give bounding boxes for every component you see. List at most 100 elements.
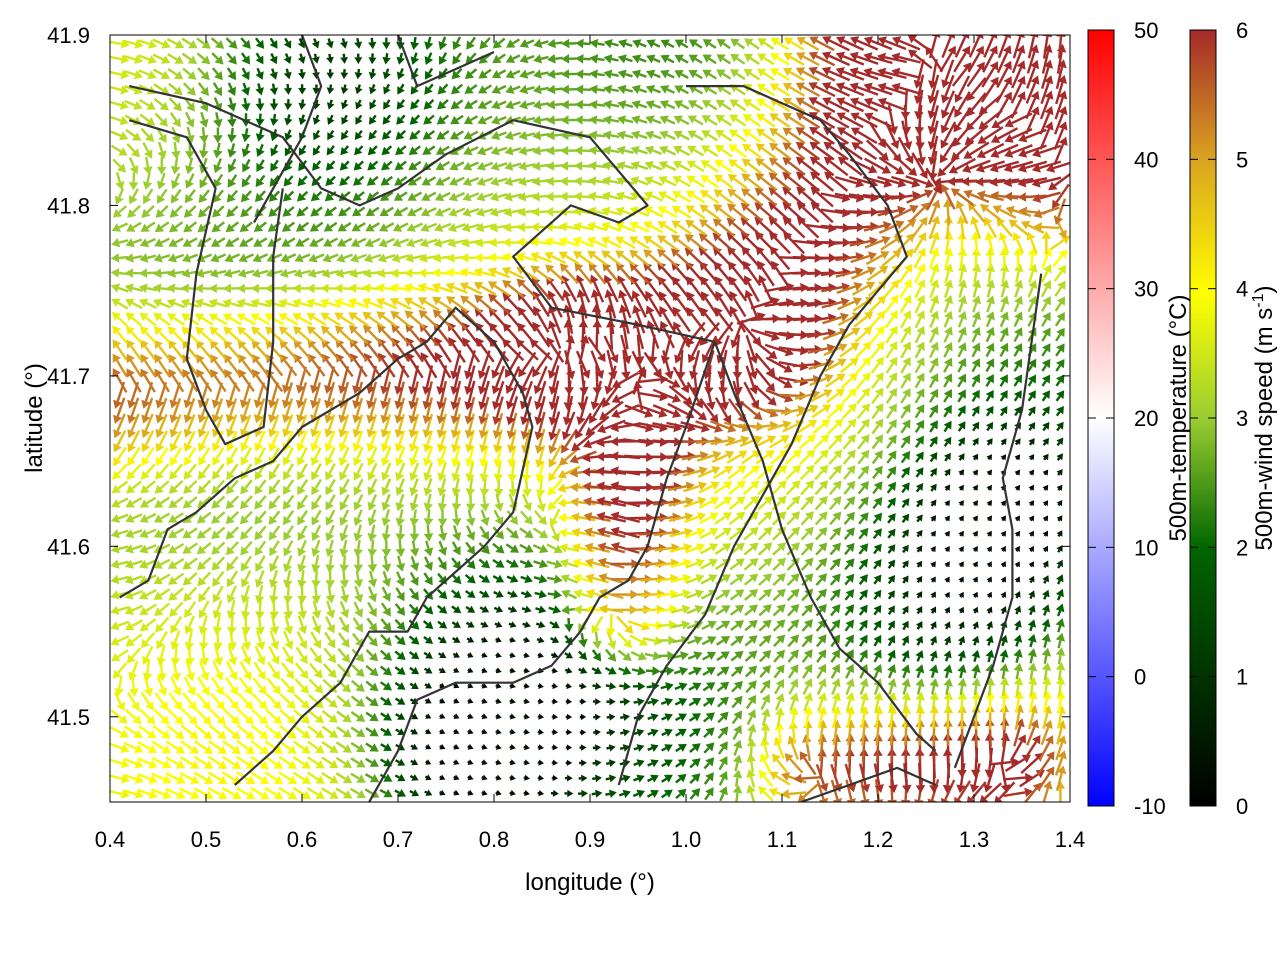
- wind-arrow: [999, 663, 1009, 680]
- wind-arrow: [916, 576, 923, 584]
- wind-arrow: [744, 604, 758, 617]
- wind-arrow: [438, 540, 447, 556]
- wind-arrow: [324, 631, 336, 649]
- wind-arrow: [123, 725, 143, 738]
- wind-arrow: [523, 713, 530, 720]
- colorbar-tick-label: 40: [1134, 147, 1158, 172]
- wind-arrow: [410, 743, 418, 750]
- wind-arrow: [999, 649, 1009, 663]
- wind-arrow: [619, 744, 631, 752]
- wind-arrow: [222, 755, 242, 769]
- wind-arrow: [310, 631, 322, 649]
- wind-arrow: [297, 600, 308, 620]
- wind-arrow: [597, 542, 626, 554]
- wind-arrow: [546, 559, 563, 569]
- wind-arrow: [1042, 575, 1049, 584]
- wind-arrow: [769, 771, 791, 786]
- wind-arrow: [142, 660, 153, 682]
- wind-arrow: [337, 648, 351, 663]
- colorbar-tick-label: 6: [1236, 18, 1248, 43]
- wind-arrow: [661, 713, 673, 722]
- wind-arrow: [774, 721, 785, 744]
- wind-arrow: [845, 705, 856, 729]
- wind-arrow: [325, 524, 335, 542]
- wind-arrow: [212, 570, 225, 587]
- wind-arrow: [153, 708, 170, 725]
- wind-arrow: [396, 571, 405, 587]
- wind-arrow: [409, 540, 420, 557]
- wind-arrow: [944, 561, 950, 568]
- y-tick-label: 41.8: [47, 193, 90, 218]
- wind-arrow: [686, 589, 705, 600]
- wind-arrow: [972, 621, 979, 630]
- wind-arrow: [424, 682, 432, 689]
- wind-arrow: [533, 574, 548, 584]
- wind-arrow: [718, 771, 728, 786]
- wind-arrow: [915, 664, 925, 679]
- wind-arrow: [351, 664, 365, 677]
- wind-arrow: [1038, 735, 1054, 761]
- wind-arrow: [198, 585, 211, 603]
- wind-arrow: [240, 525, 253, 540]
- wind-arrow: [182, 557, 198, 570]
- wind-arrow: [986, 606, 993, 614]
- wind-arrow: [858, 604, 868, 616]
- wind-arrow: [940, 779, 956, 802]
- wind-arrow: [226, 661, 238, 681]
- y-tick-label: 41.7: [47, 364, 90, 389]
- wind-arrow: [688, 713, 701, 722]
- wind-arrow: [537, 698, 544, 705]
- wind-arrow: [859, 705, 870, 729]
- wind-arrow: [774, 679, 784, 695]
- wind-arrow: [829, 542, 841, 556]
- y-tick-label: 41.5: [47, 705, 90, 730]
- wind-arrow: [787, 664, 799, 679]
- wind-arrow: [799, 751, 817, 776]
- wind-arrow: [551, 667, 558, 674]
- wind-arrow: [746, 753, 756, 773]
- wind-arrow: [170, 615, 183, 634]
- wind-arrow: [240, 555, 253, 572]
- wind-arrow: [1000, 591, 1007, 599]
- wind-arrow: [184, 630, 195, 651]
- wind-arrow: [605, 789, 617, 798]
- wind-arrow: [394, 618, 406, 631]
- wind-arrow: [481, 728, 488, 735]
- wind-arrow: [887, 575, 895, 585]
- wind-arrow: [717, 696, 729, 708]
- wind-arrow: [1056, 574, 1064, 585]
- wind-arrow: [278, 755, 297, 769]
- wind-arrow: [915, 678, 925, 695]
- wind-arrow: [887, 605, 895, 615]
- wind-arrow: [182, 692, 197, 711]
- x-tick-label: 0.7: [383, 827, 414, 852]
- wind-arrow: [409, 524, 420, 542]
- wind-arrow: [564, 667, 573, 674]
- wind-arrow: [716, 666, 730, 677]
- wind-arrow: [254, 525, 267, 541]
- wind-arrow: [255, 570, 265, 588]
- wind-arrow: [352, 617, 363, 633]
- wind-arrow: [620, 728, 630, 737]
- wind-arrow: [380, 727, 392, 736]
- wind-arrow: [618, 666, 632, 675]
- wind-arrow: [759, 679, 771, 694]
- wind-arrow: [395, 712, 406, 720]
- wind-arrow: [675, 759, 687, 768]
- wind-arrow: [702, 651, 717, 661]
- wind-arrow: [929, 635, 937, 646]
- wind-arrow: [873, 705, 884, 729]
- wind-arrow: [758, 769, 774, 788]
- x-tick-label: 1.2: [863, 827, 894, 852]
- wind-arrow: [379, 788, 393, 798]
- wind-arrow: [465, 541, 476, 555]
- wind-arrow: [565, 744, 573, 751]
- wind-arrow: [297, 539, 307, 557]
- wind-arrow: [381, 540, 392, 558]
- wind-arrow: [308, 678, 324, 694]
- wind-arrow: [509, 774, 516, 781]
- wind-arrow: [1013, 634, 1023, 647]
- wind-arrow: [1014, 690, 1024, 713]
- wind-arrow: [366, 617, 378, 632]
